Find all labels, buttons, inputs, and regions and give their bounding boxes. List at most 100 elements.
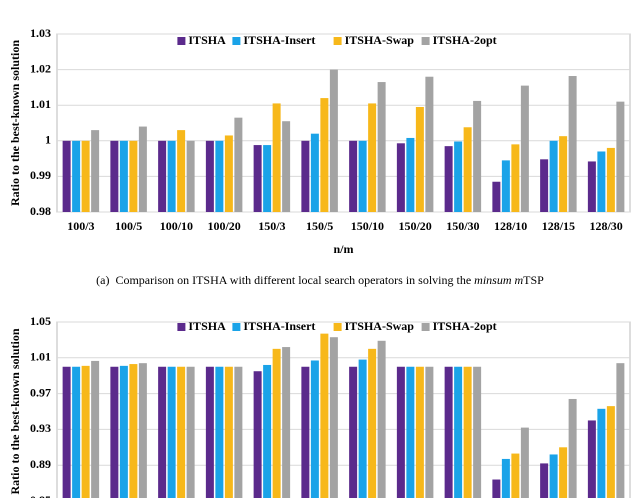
bar — [282, 347, 291, 498]
bar — [272, 103, 281, 212]
bar — [81, 140, 90, 212]
legend-label: ITSHA-Insert — [243, 319, 315, 333]
bar — [253, 371, 262, 498]
legend-label: ITSHA-2opt — [433, 319, 497, 333]
y-tick-label: 1.03 — [30, 26, 51, 40]
legend-label: ITSHA-Swap — [345, 319, 415, 333]
bar — [587, 420, 596, 498]
bar — [606, 406, 615, 498]
x-tick-label: 128/15 — [542, 219, 575, 233]
bar — [406, 366, 415, 498]
legend-swatch — [421, 37, 430, 45]
bar — [415, 106, 424, 212]
x-tick-label: 150/3 — [258, 219, 285, 233]
bar — [511, 453, 520, 498]
bar — [138, 126, 147, 212]
bar — [473, 100, 482, 212]
bar — [501, 160, 510, 212]
y-tick-label: 0.98 — [30, 204, 51, 218]
legend-label: ITSHA-2opt — [433, 33, 497, 47]
bar — [415, 366, 424, 498]
x-tick-label: 150/20 — [398, 219, 431, 233]
bar — [263, 145, 272, 212]
bar — [205, 366, 214, 498]
bar — [129, 364, 138, 498]
bar — [310, 360, 319, 498]
y-tick-label: 1 — [45, 133, 51, 147]
bar — [377, 82, 386, 212]
caption-part: minsum — [474, 273, 512, 287]
bar — [511, 144, 520, 212]
bar — [463, 366, 472, 498]
bar — [444, 146, 453, 212]
bar — [520, 85, 529, 212]
legend-label: ITSHA-Insert — [243, 33, 315, 47]
bar — [129, 140, 138, 212]
bar — [396, 366, 405, 498]
x-tick-label: 100/5 — [115, 219, 142, 233]
bar — [186, 140, 195, 212]
bar — [559, 136, 568, 212]
y-tick-label: 1.02 — [30, 61, 51, 75]
bar — [349, 366, 358, 498]
bar — [425, 366, 434, 498]
y-axis-label: Ratio to the best-known solution — [8, 40, 22, 206]
x-tick-label: 150/30 — [446, 219, 479, 233]
bar — [110, 366, 119, 498]
bar — [559, 447, 568, 498]
bar — [616, 101, 625, 212]
bar — [215, 366, 224, 498]
bar — [425, 76, 434, 212]
legend-swatch — [232, 323, 241, 331]
bar — [224, 366, 233, 498]
bar — [224, 135, 233, 212]
bar — [406, 137, 415, 212]
bar — [597, 408, 606, 498]
bar — [501, 458, 510, 498]
bar — [253, 145, 262, 212]
legend-swatch — [177, 323, 186, 331]
x-tick-label: 100/20 — [207, 219, 240, 233]
x-tick-label: 128/30 — [589, 219, 622, 233]
bar — [616, 363, 625, 498]
bar — [186, 366, 195, 498]
bar — [492, 479, 501, 498]
bar — [215, 140, 224, 212]
bar — [368, 103, 377, 212]
bar — [234, 117, 243, 212]
bar — [272, 348, 281, 498]
bar — [301, 366, 310, 498]
bar — [263, 364, 272, 498]
bar — [368, 348, 377, 498]
legend-swatch — [421, 323, 430, 331]
y-tick-label: 0.97 — [30, 385, 51, 399]
bar — [138, 363, 147, 498]
bar — [282, 121, 291, 212]
bar — [444, 366, 453, 498]
bar — [310, 133, 319, 212]
bar — [540, 159, 549, 212]
legend-swatch — [333, 323, 342, 331]
bar — [349, 140, 358, 212]
bar — [91, 130, 100, 212]
bar — [329, 69, 338, 212]
bar — [540, 463, 549, 498]
y-tick-label: 1.01 — [30, 97, 51, 111]
bar — [234, 366, 243, 498]
bar — [597, 151, 606, 212]
legend-swatch — [232, 37, 241, 45]
bar — [110, 140, 119, 212]
bar — [158, 140, 167, 212]
bar — [301, 140, 310, 212]
bar — [568, 398, 577, 498]
bar — [62, 366, 71, 498]
bar — [81, 365, 90, 498]
bar — [72, 366, 81, 498]
caption-part: (a) Comparison on ITSHA with different l… — [96, 273, 474, 287]
x-tick-label: 100/3 — [67, 219, 94, 233]
bar — [587, 161, 596, 212]
bar — [454, 366, 463, 498]
bar — [177, 366, 186, 498]
